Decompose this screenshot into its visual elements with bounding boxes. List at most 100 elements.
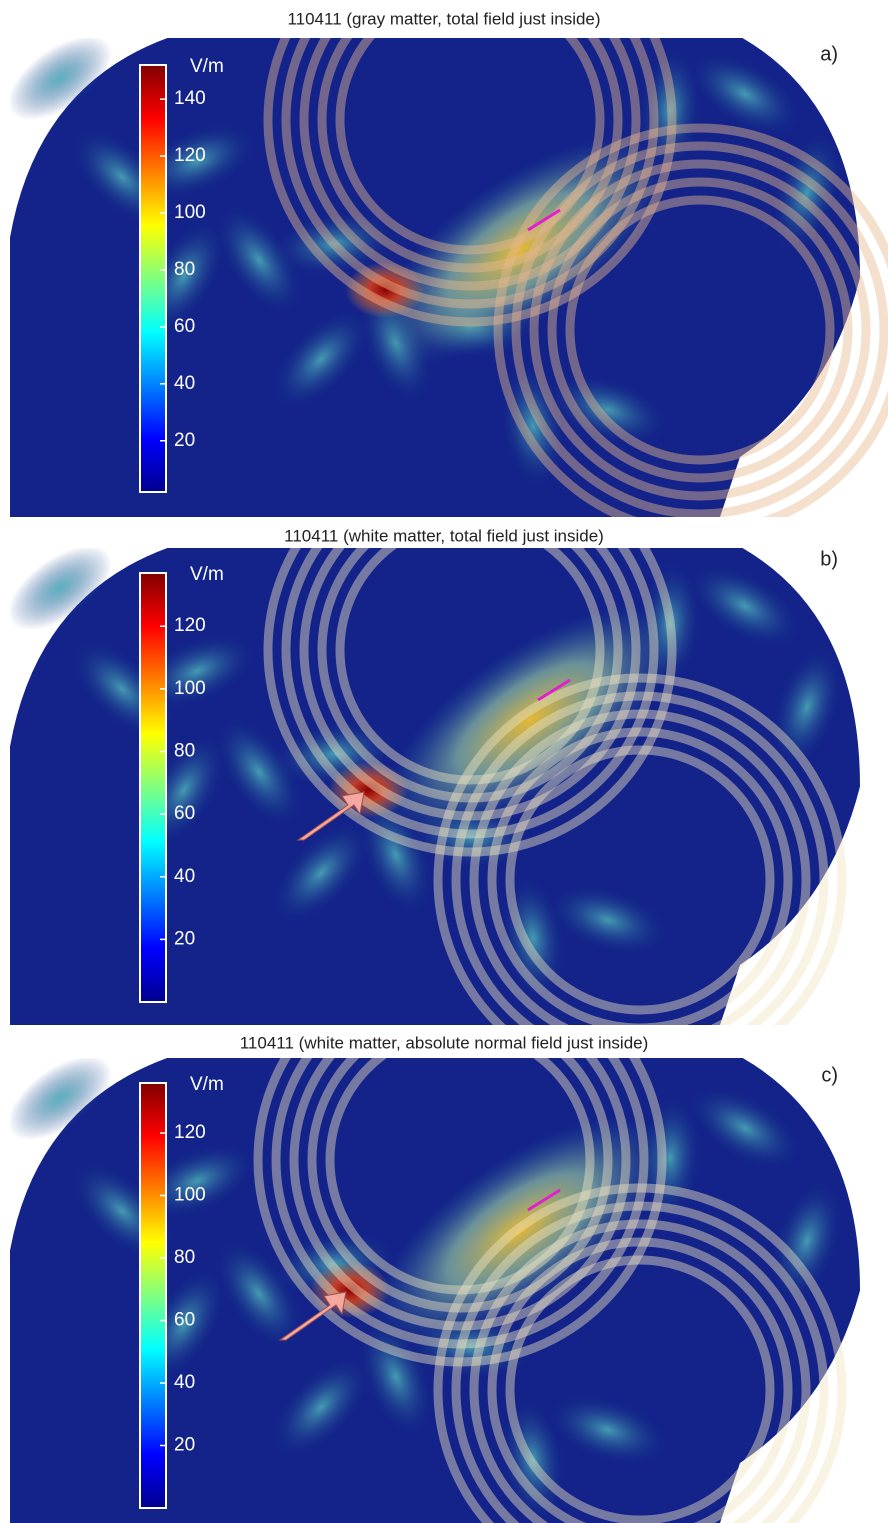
coil-ring bbox=[433, 1183, 847, 1523]
colorbar-tick-label: 40 bbox=[174, 373, 195, 394]
coil-ring bbox=[263, 38, 677, 327]
panel-title: 110411 (white matter, total field just i… bbox=[284, 526, 604, 545]
gyrus bbox=[217, 719, 301, 825]
gyrus bbox=[772, 135, 842, 251]
gyrus bbox=[690, 54, 800, 134]
colorbar-tick-label: 80 bbox=[174, 1247, 195, 1268]
panel-title: 110411 (white matter, absolute normal fi… bbox=[240, 1033, 649, 1052]
gyrus bbox=[502, 878, 564, 998]
coil-ring bbox=[335, 548, 605, 785]
coil-ring bbox=[505, 1255, 775, 1523]
gyrus bbox=[549, 886, 667, 954]
field-hotspot bbox=[375, 136, 665, 364]
coil-ring bbox=[433, 673, 847, 1025]
colorbar-tick-label: 40 bbox=[174, 866, 195, 887]
colorbar bbox=[139, 1082, 167, 1509]
coil-ring bbox=[299, 548, 641, 821]
colorbar-tick-label: 100 bbox=[174, 678, 206, 699]
gyrus bbox=[274, 825, 368, 921]
panel-title: 110411 (gray matter, total field just in… bbox=[287, 9, 600, 28]
gyrus bbox=[10, 38, 113, 121]
gyrus bbox=[274, 311, 368, 407]
coil-ring bbox=[335, 38, 605, 255]
coil-ring bbox=[451, 691, 829, 1025]
coil-ring bbox=[317, 38, 623, 273]
gyrus bbox=[140, 635, 254, 707]
gyrus bbox=[502, 1400, 564, 1520]
colorbar-tick-label: 140 bbox=[174, 88, 206, 109]
coil-ring bbox=[487, 727, 793, 1025]
colorbar-tick-label: 20 bbox=[174, 928, 195, 949]
panel: 110411 (white matter, absolute normal fi… bbox=[10, 1033, 860, 1523]
colorbar-tick-label: 60 bbox=[174, 803, 195, 824]
colorbar bbox=[139, 572, 167, 1003]
colorbar-unit: V/m bbox=[190, 56, 224, 77]
coil-ring bbox=[289, 1058, 631, 1331]
coil-center-mark bbox=[537, 678, 571, 702]
gyrus bbox=[549, 1396, 667, 1464]
coil-ring bbox=[565, 195, 835, 465]
colorbar-tick-label: 20 bbox=[174, 1435, 195, 1456]
coil-ring bbox=[487, 1237, 793, 1523]
gyrus bbox=[274, 212, 394, 276]
coil-center-mark bbox=[527, 1188, 561, 1212]
coil-ring bbox=[511, 141, 888, 517]
arrow bbox=[278, 1291, 347, 1341]
colorbar-tick-label: 120 bbox=[174, 1122, 206, 1143]
arrow bbox=[296, 791, 365, 841]
coil-ring bbox=[529, 159, 871, 501]
gyrus bbox=[217, 1241, 301, 1347]
brain-rendering bbox=[10, 548, 860, 1025]
coil-ring bbox=[547, 177, 853, 483]
gyrus bbox=[10, 1058, 113, 1141]
coil-ring bbox=[317, 548, 623, 803]
gyrus bbox=[140, 125, 254, 197]
coil-ring bbox=[307, 1058, 613, 1313]
panel-label: b) bbox=[820, 548, 838, 570]
brain-rendering bbox=[10, 1058, 860, 1523]
coil-ring bbox=[263, 548, 677, 857]
gyrus bbox=[217, 207, 301, 313]
field-hotspot bbox=[375, 1116, 665, 1344]
panel-label: c) bbox=[821, 1064, 838, 1086]
colorbar-tick-label: 40 bbox=[174, 1372, 195, 1393]
colorbar-tick-label: 100 bbox=[174, 202, 206, 223]
gyrus bbox=[360, 1319, 432, 1435]
field-hotspot bbox=[385, 606, 675, 834]
gyrus bbox=[772, 649, 842, 765]
colorbar-tick-label: 20 bbox=[174, 430, 195, 451]
colorbar-tick-label: 80 bbox=[174, 741, 195, 762]
colorbar-tick-label: 80 bbox=[174, 259, 195, 280]
gyrus bbox=[10, 548, 113, 631]
gyrus bbox=[772, 1183, 842, 1299]
colorbar-tick-label: 60 bbox=[174, 316, 195, 337]
gyrus bbox=[690, 566, 800, 646]
gyrus bbox=[140, 1145, 254, 1217]
gyrus bbox=[639, 50, 701, 170]
panel: 110411 (white matter, total field just i… bbox=[10, 526, 860, 1025]
coil-ring bbox=[505, 745, 775, 1015]
field-peak bbox=[345, 262, 425, 318]
coil-ring bbox=[493, 123, 888, 517]
gyrus bbox=[274, 1359, 368, 1455]
gyrus bbox=[549, 376, 667, 444]
colorbar bbox=[139, 64, 167, 493]
coil-ring bbox=[281, 38, 659, 309]
colorbar-tick-label: 100 bbox=[174, 1185, 206, 1206]
panel: 110411 (gray matter, total field just in… bbox=[10, 9, 888, 517]
colorbar-unit: V/m bbox=[190, 564, 224, 585]
coil-ring bbox=[469, 1219, 811, 1523]
brain-rendering bbox=[10, 38, 888, 517]
coil-ring bbox=[451, 1201, 829, 1523]
colorbar-tick-label: 120 bbox=[174, 615, 206, 636]
coil-ring bbox=[469, 709, 811, 1025]
gyrus bbox=[690, 1088, 800, 1168]
colorbar-unit: V/m bbox=[190, 1074, 224, 1095]
panel-label: a) bbox=[820, 43, 838, 65]
gyrus bbox=[502, 366, 564, 486]
coil-ring bbox=[325, 1058, 595, 1295]
coil-ring bbox=[299, 38, 641, 291]
colorbar-tick-label: 60 bbox=[174, 1310, 195, 1331]
coil-ring bbox=[253, 1058, 667, 1367]
